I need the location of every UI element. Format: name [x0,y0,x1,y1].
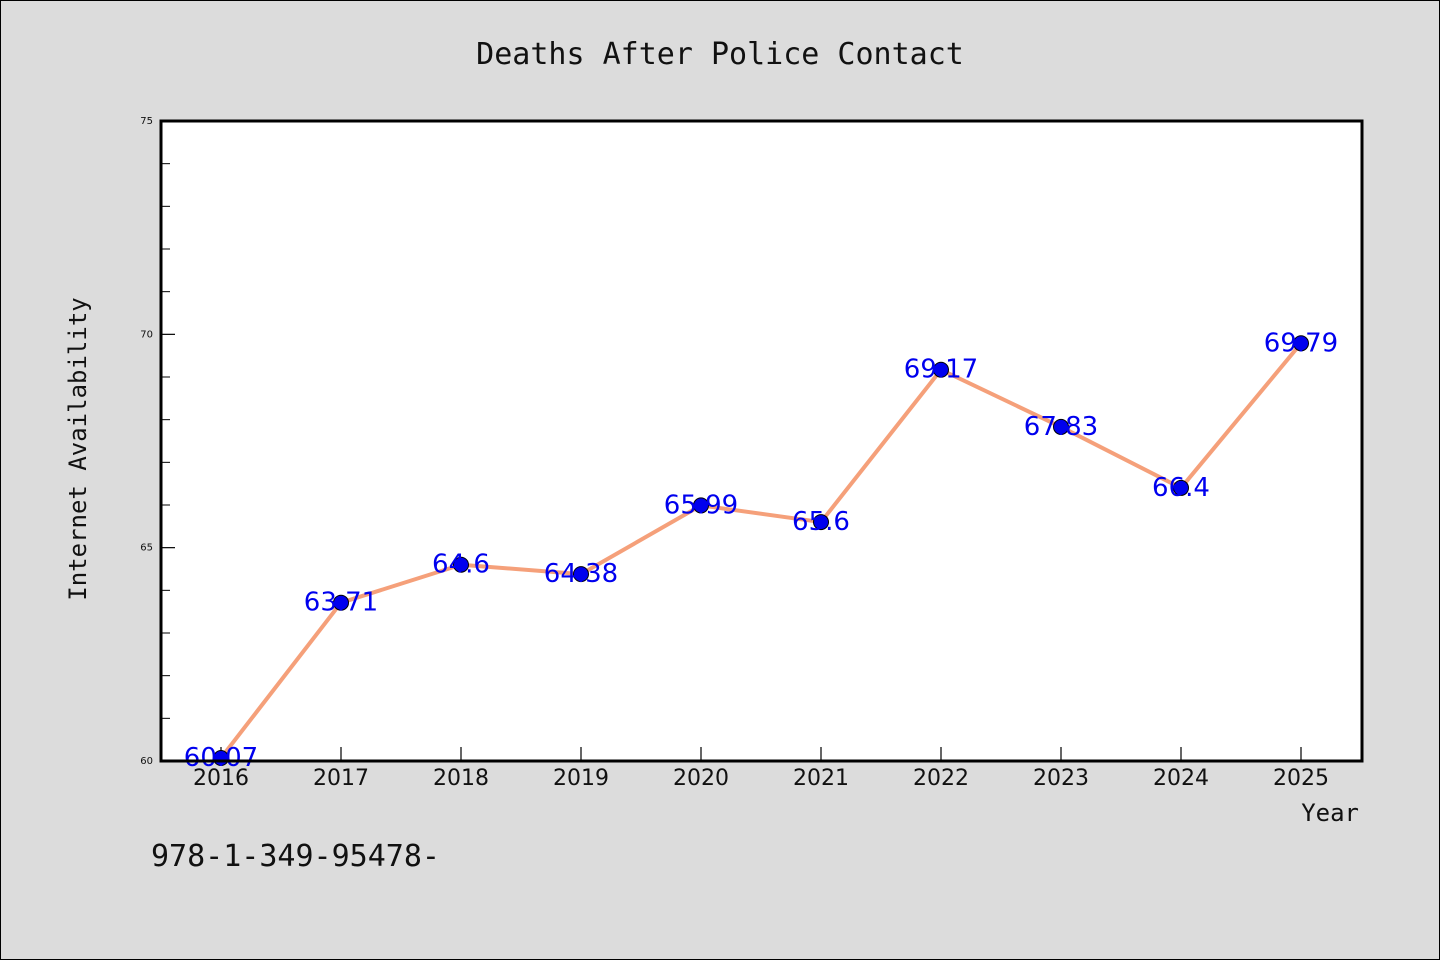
x-tick-label: 2016 [193,766,249,791]
data-point [933,361,949,378]
data-point [693,497,709,514]
y-tick-labels: 60 65 70 75 [140,116,153,767]
series-line [219,342,1303,760]
data-point [1173,479,1189,496]
x-tick-label: 2021 [793,766,849,791]
data-label: 65.6 [792,507,850,537]
x-axis-label: Year [1301,799,1359,827]
data-label: 60.07 [184,743,258,773]
x-tick-label: 2018 [433,766,489,791]
data-label: 64.6 [432,550,490,580]
data-point [1293,335,1309,352]
x-tick-label: 2017 [313,766,369,791]
data-point [453,556,469,573]
data-label: 69.17 [904,355,978,385]
y-axis-label: Internet Availability [64,297,92,600]
y-tick-label: 75 [140,116,153,127]
y-tick-label: 70 [140,329,153,340]
data-labels: 60.07 63.71 64.6 64.38 65.99 65.6 69.17 67.83 66… [184,328,1338,773]
x-tick-label: 2019 [553,766,609,791]
footnote-text: 978-1-349-95478- [151,839,440,874]
data-label: 64.38 [544,559,618,589]
data-label: 66.4 [1152,473,1210,503]
x-tick-labels: 2016 2017 2018 2019 2020 2021 2022 2023 2024 2025 [193,766,1329,791]
data-point [333,594,349,611]
x-tick-label: 2024 [1153,766,1209,791]
data-point [813,514,829,531]
y-tick-label: 60 [140,756,153,767]
data-label: 67.83 [1024,412,1098,442]
x-tick-label: 2025 [1273,766,1329,791]
data-point [1053,418,1069,435]
data-point [573,566,589,583]
data-label: 65.99 [664,490,738,520]
plot-frame [159,119,1364,763]
y-tick-label: 65 [140,543,153,554]
data-markers [213,335,1309,767]
data-label: 69.79 [1264,328,1338,358]
x-tick-label: 2023 [1033,766,1089,791]
plot-area [161,121,1362,761]
chart-title: Deaths After Police Contact [476,37,964,72]
x-tick-label: 2022 [913,766,969,791]
data-label: 63.71 [304,588,378,618]
x-tick-label: 2020 [673,766,729,791]
